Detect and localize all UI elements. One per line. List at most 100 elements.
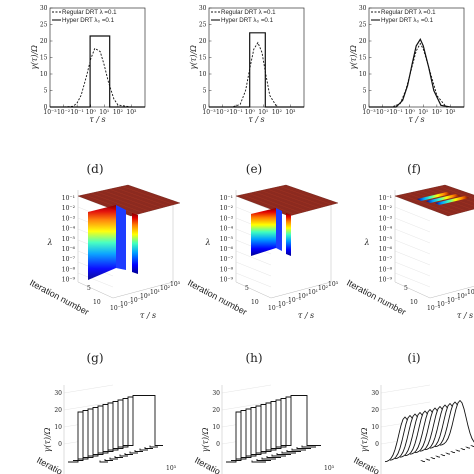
surface-plot-e: 10⁻¹10⁻²10⁻³10⁻⁴10⁻⁵10⁻⁶10⁻⁷10⁻⁸10⁻⁹λIte…	[186, 184, 339, 320]
waterfall-trace	[281, 395, 321, 446]
y-axis-label: γ(τ)/Ω	[43, 427, 52, 452]
x-tick-label: 10⁻³	[362, 109, 376, 116]
x-tick-label: 10⁰	[245, 109, 256, 116]
lambda-axis-label: λ	[363, 238, 369, 247]
tau-axis-label: τ / s	[298, 311, 314, 320]
x-tick-label: 10³	[285, 109, 296, 116]
x-tick-label: 10¹	[258, 109, 268, 116]
surface-mesh-line	[401, 194, 455, 215]
y-tick-label: 20	[54, 407, 62, 414]
x-tick-label: 10²	[432, 109, 443, 116]
lambda-tick-label: 10⁻⁴	[379, 226, 393, 233]
lambda-tick-label: 10⁻⁷	[379, 256, 393, 263]
surface-wall-side	[276, 208, 282, 251]
surface-mesh-line	[96, 191, 150, 212]
grid-line	[394, 272, 431, 288]
tau-tick-label: 10²	[318, 285, 329, 292]
panel-label-h: (h)	[245, 351, 262, 365]
grid-line	[394, 261, 431, 277]
y-tick-label: 30	[54, 390, 62, 397]
iteration-axis-label: Iteratio	[352, 455, 381, 474]
x-tick-label: 10⁻²	[57, 109, 71, 116]
x-tick-label: 10²	[113, 109, 124, 116]
panel-label-g: (g)	[86, 351, 103, 365]
y-tick-label: 5	[363, 88, 367, 95]
grid-line	[77, 272, 114, 288]
surface-mesh-line	[413, 191, 467, 212]
lambda-tick-label: 10⁻⁵	[220, 236, 234, 243]
surface-mesh-line	[260, 190, 314, 210]
surface-mesh-line	[121, 186, 174, 205]
tau-tick-label: 10⁻³	[427, 305, 441, 312]
grid-line	[394, 239, 431, 255]
lambda-tick-label: 10⁻⁶	[220, 246, 234, 253]
surface-mesh-line	[248, 193, 302, 213]
axis-box	[77, 190, 174, 299]
line-chart-c: 0 5 10 15 20 25 30 10⁻³ 10⁻² 10⁻¹ 10⁰ 10¹ 10² 10³ τ / …	[349, 5, 465, 124]
surface-mesh-line	[273, 187, 326, 207]
surface-mesh-line	[426, 188, 474, 207]
tau-tick-label: 10⁻¹	[447, 297, 460, 304]
grid-line	[235, 250, 272, 266]
lambda-axis-label: λ	[204, 238, 210, 247]
tau-tick-label: 10³	[328, 281, 339, 288]
surface-ridge-stripe	[435, 196, 469, 205]
legend-label-regular: Regular DRT λ =0.1	[381, 9, 436, 16]
surface-mesh-line	[267, 188, 320, 209]
lambda-tick-label: 10⁻⁴	[220, 226, 234, 233]
tau-tick-label: 10⁻²	[278, 301, 292, 308]
series-line-hyper	[50, 35, 145, 108]
line-chart-a: 0 5 10 15 20 25 30 10⁻³ 10⁻² 10⁻¹ 10⁰ 10¹ 10² 10³ τ / …	[30, 5, 146, 124]
lambda-tick-label: 10⁻⁵	[62, 236, 76, 243]
y-tick-label: 20	[359, 38, 367, 45]
iteration-tick-label: 10	[410, 299, 418, 306]
lambda-tick-label: 10⁻²	[379, 205, 393, 212]
y-tick-label: 25	[40, 22, 48, 29]
lambda-tick-label: 10⁻⁷	[62, 256, 76, 263]
y-tick-label: 10	[54, 424, 62, 431]
tau-tick-label: 10⁻²	[120, 301, 134, 308]
grid-line	[221, 401, 272, 411]
lambda-tick-label: 10⁻⁸	[379, 266, 393, 273]
surface-mesh-line	[432, 187, 474, 203]
lambda-tick-label: 10⁻⁶	[62, 246, 76, 253]
grid-line	[63, 401, 114, 411]
waterfall-plot-1: 30 20 10 0 γ(τ)/Ω 10³ Iteratio	[35, 384, 177, 474]
grid-line	[221, 384, 272, 394]
tau-tick-label: 10⁰	[140, 293, 151, 300]
x-tick-label: 10³	[166, 465, 177, 472]
surface-mesh-line	[109, 188, 162, 209]
grid-line	[63, 384, 114, 394]
y-tick-label: 30	[199, 5, 207, 12]
tau-tick-label: 10⁻³	[110, 305, 124, 312]
surface-wall	[88, 205, 116, 280]
panel-label-i: (i)	[407, 351, 420, 365]
tau-tick-label: 10⁻¹	[130, 297, 143, 304]
x-axis-label: τ / s	[408, 115, 424, 124]
lambda-tick-label: 10⁻⁴	[62, 226, 76, 233]
lambda-tick-label: 10⁻¹	[62, 195, 75, 202]
lambda-tick-label: 10⁻³	[379, 215, 393, 222]
x-tick-label: 10⁻³	[202, 109, 216, 116]
y-tick-label: 30	[359, 5, 367, 12]
x-tick-label: 10¹	[99, 109, 109, 116]
tau-tick-label: 10⁻¹	[288, 297, 301, 304]
legend-label-hyper: Hyper DRT λ₀ =0.1	[381, 17, 434, 24]
panel-label-d: (d)	[86, 162, 103, 176]
y-tick-label: 25	[199, 22, 207, 29]
y-tick-label: 20	[199, 38, 207, 45]
iteration-tick-label: 10	[251, 299, 259, 306]
grid-line	[394, 250, 431, 266]
lambda-tick-label: 10⁻²	[62, 205, 76, 212]
y-tick-label: 0	[363, 104, 367, 111]
y-tick-label: 0	[44, 104, 48, 111]
tau-tick-label: 10⁰	[298, 293, 309, 300]
panel-label-e: (e)	[246, 162, 262, 176]
x-tick-label: 10³	[126, 109, 137, 116]
x-axis-label: τ / s	[248, 115, 264, 124]
surface-mesh-line	[254, 191, 308, 212]
waterfall-trace	[123, 395, 163, 446]
waterfall-plot-2: 30 20 10 0 γ(τ)/Ω 10³ Iteratio	[193, 384, 335, 474]
grid-line	[394, 228, 431, 244]
